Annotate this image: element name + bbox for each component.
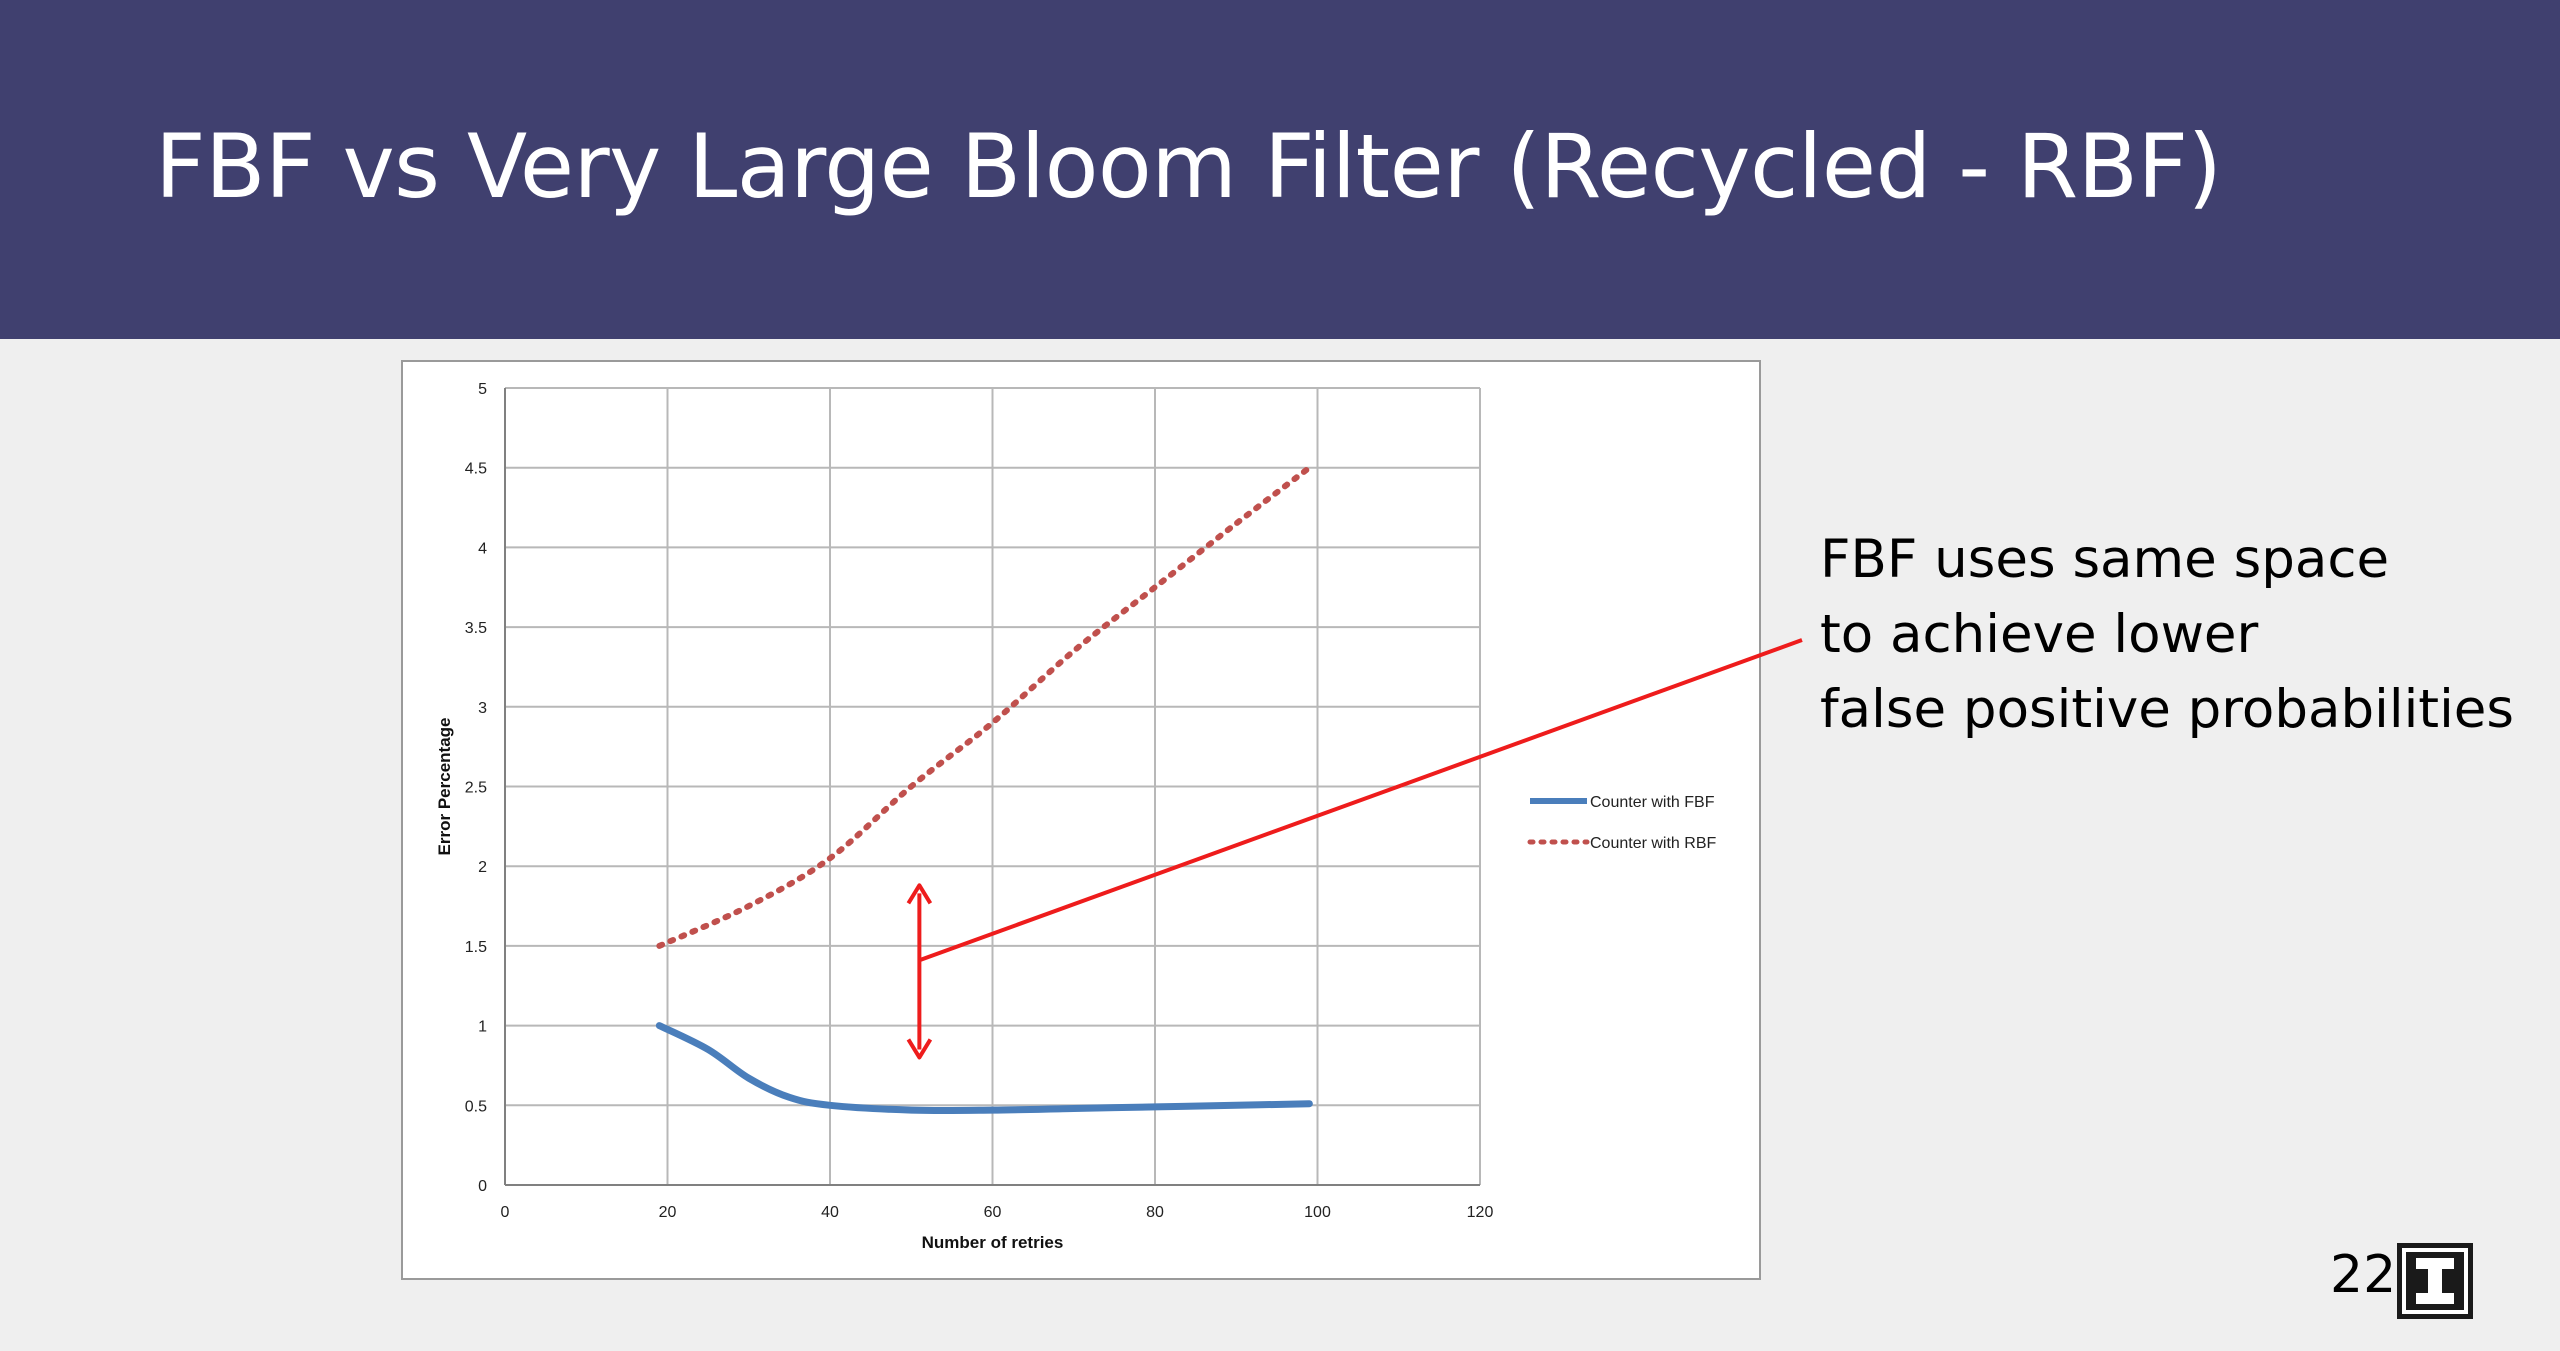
x-tick-label: 120 [1467,1204,1494,1221]
y-tick-label: 3 [478,700,487,717]
series-line-rbf [656,464,1313,949]
x-tick-label: 40 [821,1204,839,1221]
y-tick-label: 1.5 [465,939,487,956]
annotation-note: FBF uses same space to achieve lower fal… [1820,522,2514,747]
title-banner: FBF vs Very Large Bloom Filter (Recycled… [0,0,2560,339]
page-number: 22 [2330,1245,2397,1305]
y-tick-label: 5 [478,381,487,398]
x-tick-label: 0 [501,1204,510,1221]
block-i-logo [2397,1243,2473,1319]
y-tick-label: 4.5 [465,461,487,478]
y-tick-label: 0 [478,1178,487,1195]
y-tick-label: 1 [478,1019,487,1036]
x-tick-label: 20 [659,1204,677,1221]
annotation-connector [918,638,1803,963]
y-tick-label: 4 [478,540,487,557]
y-tick-label: 2 [478,859,487,876]
x-axis-title: Number of retries [922,1233,1064,1252]
slide-title: FBF vs Very Large Bloom Filter (Recycled… [155,115,2222,218]
note-line-1: FBF uses same space [1820,529,2390,590]
legend-label: Counter with FBF [1590,794,1715,811]
annotation-arrowhead-top [906,883,933,905]
x-tick-label: 100 [1304,1204,1331,1221]
note-line-2: to achieve lower [1820,604,2259,665]
note-line-3: false positive probabilities [1820,679,2515,740]
x-tick-label: 60 [984,1204,1002,1221]
legend-label: Counter with RBF [1590,835,1716,852]
y-tick-label: 2.5 [465,780,487,797]
y-tick-label: 0.5 [465,1098,487,1115]
chart-frame [401,360,1761,1280]
annotation-arrowhead-bottom [906,1038,933,1060]
series-line-fbf [655,1022,1313,1115]
y-tick-label: 3.5 [465,620,487,637]
y-axis-title: Error Percentage [435,718,454,856]
x-tick-label: 80 [1146,1204,1164,1221]
